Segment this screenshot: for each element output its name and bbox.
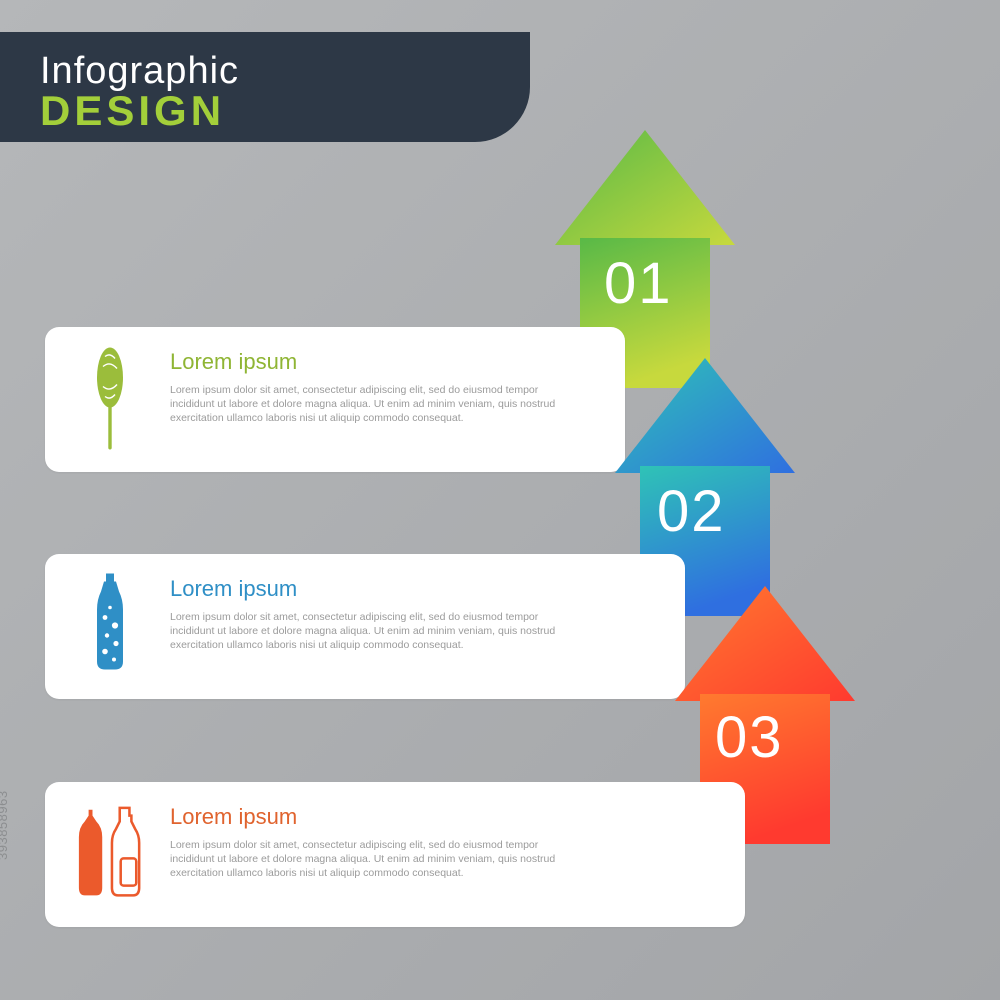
card-body-1: Lorem ipsum dolor sit amet, consectetur … bbox=[170, 383, 560, 426]
card-body-2: Lorem ipsum dolor sit amet, consectetur … bbox=[170, 610, 560, 653]
info-card-1: Lorem ipsum Lorem ipsum dolor sit amet, … bbox=[45, 327, 625, 472]
card-title-2: Lorem ipsum bbox=[170, 576, 657, 602]
card-title-3: Lorem ipsum bbox=[170, 804, 717, 830]
watermark-text: 393858963 bbox=[0, 790, 10, 860]
arrow-head-1 bbox=[615, 358, 795, 473]
arrow-head-0 bbox=[555, 130, 735, 245]
card-title-1: Lorem ipsum bbox=[170, 349, 597, 375]
info-card-3: Lorem ipsum Lorem ipsum dolor sit amet, … bbox=[45, 782, 745, 927]
info-card-2: Lorem ipsum Lorem ipsum dolor sit amet, … bbox=[45, 554, 685, 699]
arrow-head-2 bbox=[675, 586, 855, 701]
corndog-icon bbox=[75, 347, 145, 452]
infographic-stage: Lorem ipsum Lorem ipsum dolor sit amet, … bbox=[0, 0, 1000, 1000]
card-body-3: Lorem ipsum dolor sit amet, consectetur … bbox=[170, 838, 560, 881]
soda-bottle-icon bbox=[75, 574, 145, 679]
sauce-bottles-icon bbox=[75, 802, 145, 907]
